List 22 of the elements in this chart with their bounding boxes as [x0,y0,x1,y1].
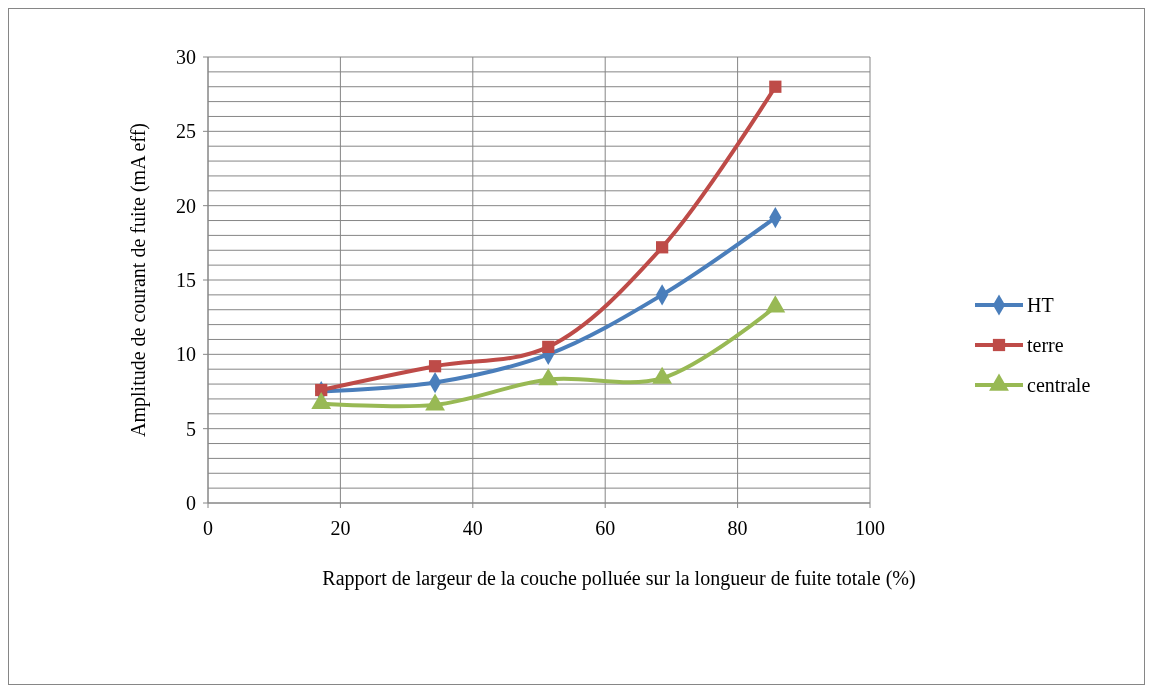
legend-label: terre [1027,334,1064,356]
x-tick-label: 100 [855,517,885,539]
point [769,80,782,93]
y-tick-label: 15 [176,269,196,291]
y-tick-label: 10 [176,343,196,366]
y-tick-label: 30 [176,46,196,68]
y-tick-label: 25 [176,120,196,143]
point [542,340,555,354]
point [428,360,442,373]
x-tick-label: 20 [330,517,351,539]
y-tick-label: 20 [176,194,196,217]
x-axis-title: Rapport de largeur de la couche polluée sur la longueur de fuite totale (%) [322,567,916,590]
point [656,241,669,254]
x-tick-label: 80 [727,517,748,539]
y-tick-label: 5 [186,417,196,440]
x-tick-label: 40 [462,517,483,539]
x-tick-label: 0 [203,517,213,539]
legend-label: centrale [1027,374,1091,396]
y-axis-title: Amplitude de courant de fuite (mA eff) [127,123,150,437]
x-tick-label: 60 [595,517,616,539]
legend-label: HT [1027,294,1054,316]
y-tick-label: 0 [186,492,196,514]
